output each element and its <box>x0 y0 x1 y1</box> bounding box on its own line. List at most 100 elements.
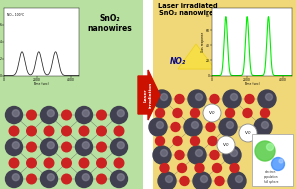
Circle shape <box>165 176 173 183</box>
Y-axis label: Gas response: Gas response <box>201 31 205 52</box>
Circle shape <box>192 122 199 129</box>
Circle shape <box>44 126 54 136</box>
Circle shape <box>208 136 217 146</box>
Circle shape <box>82 110 89 117</box>
Circle shape <box>175 150 184 160</box>
Ellipse shape <box>271 157 284 170</box>
Circle shape <box>155 136 165 146</box>
Circle shape <box>210 150 219 160</box>
Circle shape <box>27 174 36 184</box>
Circle shape <box>41 106 57 123</box>
FancyArrow shape <box>138 70 160 120</box>
Circle shape <box>114 158 124 168</box>
Circle shape <box>173 108 182 118</box>
Circle shape <box>223 146 241 164</box>
Circle shape <box>260 108 269 118</box>
Circle shape <box>149 118 167 136</box>
Text: NO₂, 100°C: NO₂, 100°C <box>7 13 25 17</box>
Circle shape <box>213 163 221 173</box>
Circle shape <box>195 94 202 101</box>
Circle shape <box>226 108 234 118</box>
Circle shape <box>9 126 19 136</box>
Circle shape <box>62 110 71 120</box>
Circle shape <box>231 94 237 101</box>
Circle shape <box>219 118 237 136</box>
Text: electron
population
full sphere: electron population full sphere <box>264 170 278 184</box>
X-axis label: Time (sec): Time (sec) <box>244 82 260 86</box>
Text: Laser irradiated
SnO₂ nanowires: Laser irradiated SnO₂ nanowires <box>158 3 218 16</box>
Circle shape <box>239 124 257 142</box>
Circle shape <box>12 110 19 117</box>
Ellipse shape <box>255 141 275 161</box>
Circle shape <box>97 126 106 136</box>
Circle shape <box>180 177 189 185</box>
Circle shape <box>97 158 106 168</box>
Circle shape <box>266 94 273 101</box>
FancyBboxPatch shape <box>252 134 293 186</box>
Circle shape <box>62 158 71 168</box>
Circle shape <box>41 170 57 187</box>
Circle shape <box>117 142 124 149</box>
Circle shape <box>97 142 106 152</box>
Circle shape <box>223 90 241 108</box>
Text: SnO₂
nanowires: SnO₂ nanowires <box>88 14 132 33</box>
Circle shape <box>228 172 246 189</box>
Circle shape <box>117 110 124 117</box>
Circle shape <box>79 126 89 136</box>
Circle shape <box>9 158 19 168</box>
Polygon shape <box>178 44 215 69</box>
Circle shape <box>195 149 202 156</box>
Circle shape <box>97 174 106 184</box>
Circle shape <box>157 122 163 129</box>
Text: V$_O$: V$_O$ <box>222 141 230 149</box>
Circle shape <box>243 108 252 118</box>
Circle shape <box>62 126 71 136</box>
Circle shape <box>231 149 237 156</box>
Circle shape <box>236 176 242 183</box>
Circle shape <box>155 108 165 118</box>
Circle shape <box>75 170 92 187</box>
Circle shape <box>75 106 92 123</box>
Circle shape <box>173 136 182 146</box>
Circle shape <box>206 122 215 132</box>
Circle shape <box>6 139 22 156</box>
FancyBboxPatch shape <box>153 0 296 189</box>
Circle shape <box>114 126 124 136</box>
Circle shape <box>27 158 36 168</box>
Circle shape <box>217 136 235 154</box>
Circle shape <box>97 110 106 120</box>
Circle shape <box>175 94 184 104</box>
Text: Laser
irradiation: Laser irradiation <box>144 82 152 108</box>
Circle shape <box>210 94 219 104</box>
Circle shape <box>178 163 186 173</box>
Circle shape <box>254 118 272 136</box>
Text: NO₂: NO₂ <box>170 57 186 66</box>
Circle shape <box>188 146 206 164</box>
Circle shape <box>160 163 169 173</box>
Circle shape <box>184 118 202 136</box>
Circle shape <box>117 174 124 181</box>
Circle shape <box>203 104 221 122</box>
Circle shape <box>62 142 71 152</box>
Circle shape <box>110 170 128 187</box>
Circle shape <box>6 106 22 123</box>
Circle shape <box>47 110 54 117</box>
Circle shape <box>158 172 176 189</box>
Circle shape <box>195 163 204 173</box>
FancyBboxPatch shape <box>0 0 143 189</box>
Circle shape <box>12 142 19 149</box>
Circle shape <box>44 158 54 168</box>
Text: V$_O$: V$_O$ <box>208 109 216 117</box>
Circle shape <box>47 174 54 181</box>
Text: NO₂: NO₂ <box>39 57 57 66</box>
Circle shape <box>110 139 128 156</box>
Circle shape <box>47 142 54 149</box>
Circle shape <box>6 170 22 187</box>
Circle shape <box>191 108 200 118</box>
Circle shape <box>27 126 36 136</box>
Circle shape <box>230 163 239 173</box>
Circle shape <box>226 122 234 129</box>
Circle shape <box>27 142 36 152</box>
Circle shape <box>12 174 19 181</box>
Circle shape <box>82 142 89 149</box>
